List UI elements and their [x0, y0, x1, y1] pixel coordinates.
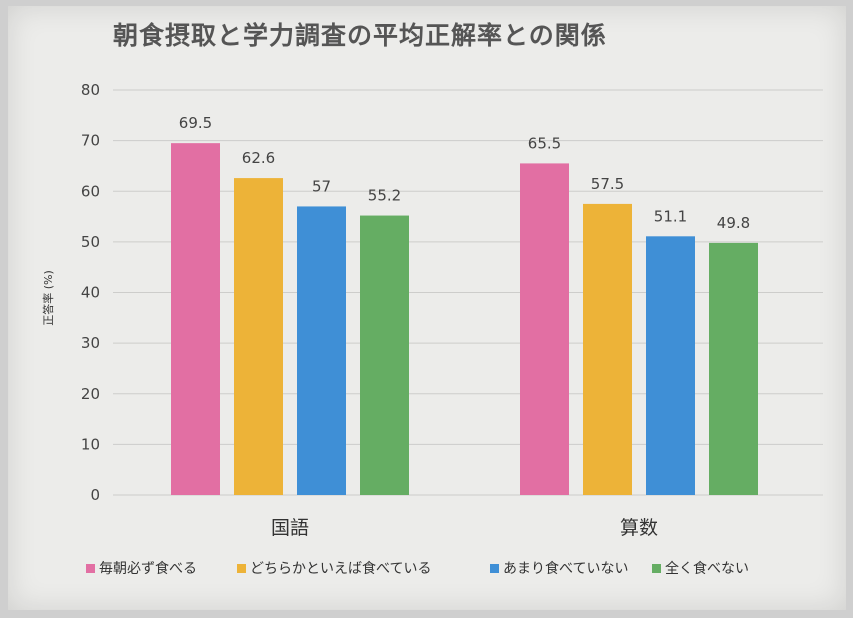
data-label: 62.6 — [242, 149, 275, 167]
legend-swatch — [652, 564, 661, 573]
y-tick-label: 10 — [81, 435, 100, 453]
bar — [234, 178, 283, 495]
y-tick-label: 50 — [81, 233, 100, 251]
data-labels: 69.5 62.6 57 55.2 65.5 57.5 51.1 49.8 — [179, 114, 750, 232]
bar-chart: 朝食摂取と学力調査の平均正解率との関係 正答率 (%) 0 10 20 30 40 50 6… — [41, 21, 823, 577]
data-label: 55.2 — [368, 187, 401, 205]
data-label: 57.5 — [591, 175, 624, 193]
legend-swatch — [490, 564, 499, 573]
legend-label: あまり食べていない — [503, 560, 628, 577]
category-labels: 国語 算数 — [271, 517, 658, 539]
bar — [709, 242, 758, 495]
legend-label: 毎朝必ず食べる — [99, 560, 197, 577]
gridlines — [113, 89, 823, 496]
y-axis-label: 正答率 (%) — [41, 270, 55, 326]
legend-label: 全く食べない — [665, 560, 749, 577]
bar — [583, 203, 632, 495]
y-tick-label: 0 — [90, 486, 100, 504]
y-tick-label: 20 — [81, 385, 100, 403]
data-label: 65.5 — [528, 134, 561, 152]
data-label: 51.1 — [654, 207, 687, 225]
legend: 毎朝必ず食べる どちらかといえば食べている あまり食べていない 全く食べない — [86, 560, 749, 577]
y-tick-label: 70 — [81, 132, 100, 150]
data-label: 49.8 — [717, 214, 750, 232]
y-tick-label: 60 — [81, 182, 100, 200]
data-label: 69.5 — [179, 114, 212, 132]
chart-board: 朝食摂取と学力調査の平均正解率との関係 正答率 (%) 0 10 20 30 40 50 6… — [8, 6, 846, 610]
y-tick-label: 30 — [81, 334, 100, 352]
y-tick-label: 40 — [81, 284, 100, 302]
bars — [171, 143, 758, 496]
category-label: 算数 — [620, 517, 658, 539]
legend-swatch — [86, 564, 95, 573]
bar — [171, 143, 220, 495]
y-tick-labels: 0 10 20 30 40 50 60 70 80 — [81, 81, 100, 504]
chart-title: 朝食摂取と学力調査の平均正解率との関係 — [113, 21, 607, 50]
bar — [646, 236, 695, 495]
data-label: 57 — [312, 177, 331, 195]
bar — [297, 206, 346, 495]
bar — [360, 215, 409, 496]
category-label: 国語 — [271, 517, 309, 539]
bar — [520, 163, 569, 495]
legend-swatch — [237, 564, 246, 573]
y-tick-label: 80 — [81, 81, 100, 99]
legend-label: どちらかといえば食べている — [250, 560, 431, 577]
